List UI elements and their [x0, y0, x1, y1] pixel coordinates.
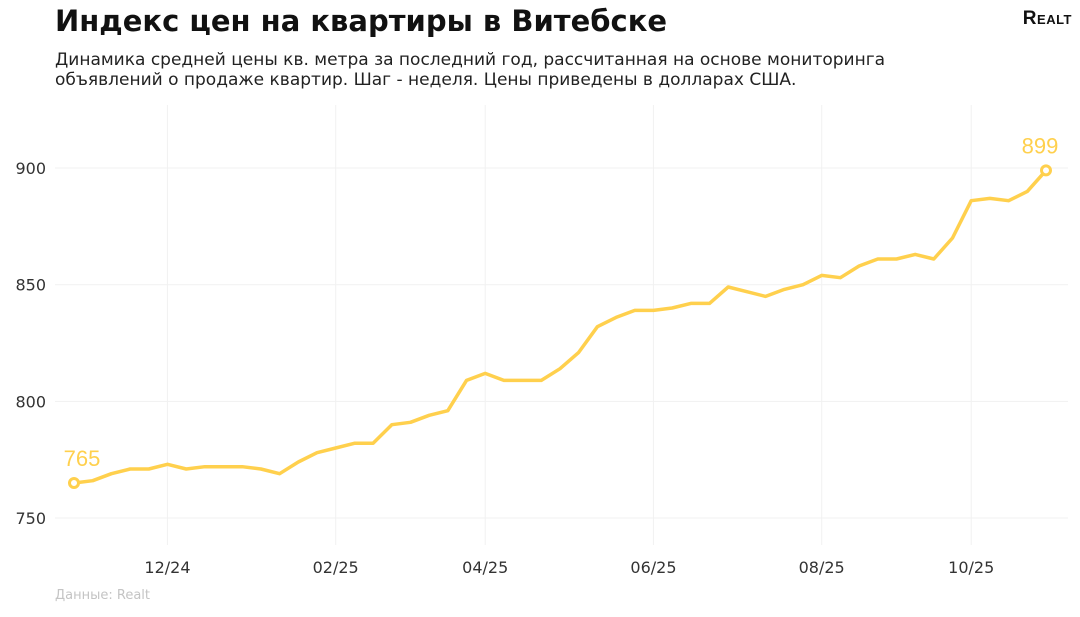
- y-tick-label-800: 800: [15, 392, 46, 411]
- x-tick-label-02/25: 02/25: [313, 558, 359, 577]
- x-tick-label-06/25: 06/25: [630, 558, 676, 577]
- data-label-899: 899: [1022, 133, 1059, 158]
- y-tick-label-850: 850: [15, 276, 46, 295]
- axis-tick-labels: 750 800 850 900 12/24 02/25 04/25 06/25 08/25 10/…: [15, 159, 994, 577]
- chart-title: Индекс цен на квартиры в Витебске: [55, 4, 668, 38]
- subtitle-line-2: объявлений о продаже квартир. Шаг - неде…: [55, 70, 797, 90]
- data-source: Данные: Realt: [55, 588, 151, 603]
- data-point-899: [1040, 164, 1052, 177]
- data-points: [68, 164, 1052, 490]
- x-tick-label-04/25: 04/25: [462, 558, 508, 577]
- x-tick-label-10/25: 10/25: [948, 558, 994, 577]
- chart-subtitle: Динамика средней цены кв. метра за после…: [55, 50, 955, 90]
- realt-logo: Realt: [1022, 8, 1072, 29]
- x-tick-label-08/25: 08/25: [799, 558, 845, 577]
- data-label-765: 765: [64, 446, 101, 471]
- grid-lines: [55, 105, 1068, 545]
- data-point-765: [68, 477, 80, 490]
- series-lines: [72, 168, 1048, 485]
- price-series-line: [72, 168, 1048, 485]
- subtitle-line-1: Динамика средней цены кв. метра за после…: [55, 50, 886, 70]
- data-labels: 765 899: [64, 133, 1059, 471]
- y-tick-label-750: 750: [15, 509, 46, 528]
- x-tick-label-12/24: 12/24: [144, 558, 190, 577]
- y-tick-label-900: 900: [15, 159, 46, 178]
